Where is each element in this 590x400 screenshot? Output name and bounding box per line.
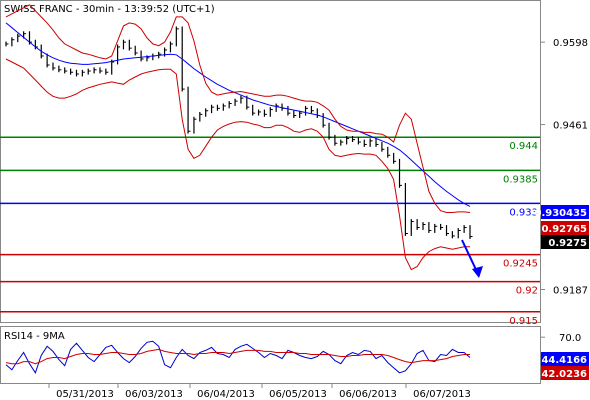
level-label-2: 0.933 [509, 207, 538, 218]
price-ytick-label-2: 0.9187 [553, 285, 588, 296]
price-badge-label-1: 0.92765 [541, 224, 587, 235]
price-panel-title: SWISS FRANC - 30min - 13:39:52 (UTC+1) [4, 4, 215, 15]
rsi-panel-frame [0, 326, 541, 384]
x-tick-label-0: 05/31/2013 [56, 389, 114, 400]
rsi-badge-label-0: 44.4166 [541, 355, 587, 366]
price-badge-bg-1 [541, 221, 589, 235]
level-label-4: 0.92 [516, 286, 538, 297]
price-badge-bg-2 [541, 235, 589, 249]
price-badge-label-0: 0.930435 [534, 208, 587, 219]
x-tick-label-4: 06/06/2013 [339, 389, 397, 400]
price-panel-frame [0, 0, 541, 323]
level-label-3: 0.9245 [503, 259, 538, 270]
rsi-badge-bg-1 [541, 366, 589, 380]
rsi-badge-label-1: 42.0236 [541, 369, 587, 380]
x-tick-label-3: 06/05/2013 [269, 389, 327, 400]
level-label-0: 0.944 [509, 141, 538, 152]
x-tick-label-5: 06/07/2013 [413, 389, 471, 400]
rsi-ytick-label-0: 70.0 [559, 333, 581, 344]
price-badge-bg-0 [541, 205, 589, 219]
x-tick-label-1: 06/03/2013 [125, 389, 183, 400]
x-tick-label-2: 06/04/2013 [197, 389, 255, 400]
annotation-arrow-head [472, 266, 483, 278]
price-ytick-label-0: 0.9598 [553, 38, 588, 49]
bollinger-upper-line [5, 4, 471, 213]
rsi-line [5, 340, 471, 374]
level-label-5: 0.915 [509, 316, 538, 327]
moving-average-line [5, 22, 471, 207]
price-badge-label-2: 0.9275 [548, 238, 587, 249]
rsi-moving-average-line [5, 348, 470, 365]
level-label-1: 0.9385 [503, 174, 538, 185]
rsi-panel-title: RSI14 - 9MA [4, 331, 65, 342]
rsi-badge-bg-0 [541, 352, 589, 366]
price-ytick-label-1: 0.9461 [553, 121, 588, 132]
bollinger-lower-line [5, 58, 470, 271]
